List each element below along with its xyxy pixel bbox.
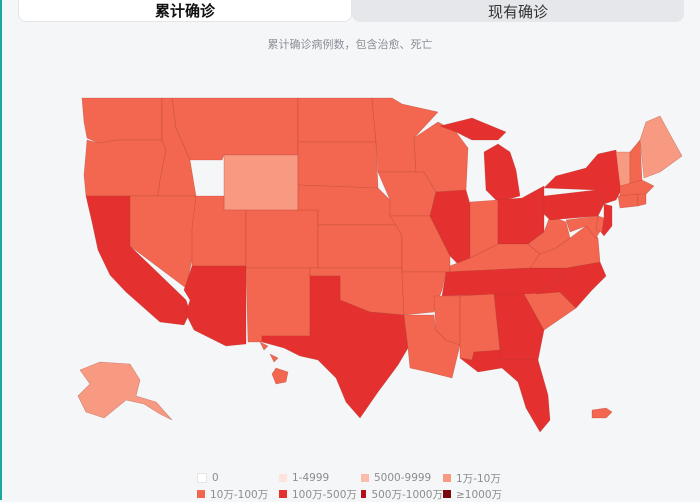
legend-item-1w-10w[interactable]: 1万-10万 xyxy=(443,470,525,486)
state-alaska[interactable] xyxy=(77,361,173,421)
state-colorado[interactable] xyxy=(245,209,319,269)
legend-swatch xyxy=(443,474,451,482)
state-west-virginia[interactable] xyxy=(527,215,571,255)
legend-swatch xyxy=(197,490,205,498)
legend-row: 0 1-4999 5000-9999 1万-10万 xyxy=(197,470,527,486)
legend-item-1-4999[interactable]: 1-4999 xyxy=(279,470,361,486)
state-north-carolina[interactable] xyxy=(535,261,607,309)
legend-item-100w-500w[interactable]: 100万-500万 xyxy=(279,486,361,502)
state-connecticut[interactable] xyxy=(617,193,639,209)
state-michigan[interactable] xyxy=(439,117,521,203)
legend-item-over-1000w[interactable]: ≥1000万 xyxy=(443,486,525,502)
legend-label: 1万-10万 xyxy=(456,472,501,485)
state-florida[interactable] xyxy=(459,349,551,433)
state-mississippi[interactable] xyxy=(433,295,461,346)
legend-label: 5000-9999 xyxy=(374,472,432,484)
state-pennsylvania[interactable] xyxy=(543,189,605,221)
legend-swatch xyxy=(361,490,367,498)
legend-label: 500万-1000万 xyxy=(371,488,443,501)
state-new-mexico[interactable] xyxy=(245,267,311,343)
state-montana[interactable] xyxy=(171,97,299,161)
state-oregon[interactable] xyxy=(83,139,167,197)
state-washington[interactable] xyxy=(81,97,163,144)
map-subtitle: 累计确诊病例数，包含治愈、死亡 xyxy=(267,38,433,51)
tab-bar: 累计确诊 现有确诊 xyxy=(18,0,684,22)
legend-swatch xyxy=(279,490,287,498)
state-delaware[interactable] xyxy=(595,215,605,233)
legend: 0 1-4999 5000-9999 1万-10万 10万-100万 100万-… xyxy=(197,470,527,502)
legend-item-5000-9999[interactable]: 5000-9999 xyxy=(361,470,443,486)
state-arizona[interactable] xyxy=(183,265,247,347)
legend-label: ≥1000万 xyxy=(456,488,503,501)
state-wyoming[interactable] xyxy=(223,154,299,211)
tab-cumulative-confirmed[interactable]: 累计确诊 xyxy=(18,0,352,22)
state-alabama[interactable] xyxy=(459,293,501,361)
state-south-dakota[interactable] xyxy=(297,141,379,189)
legend-swatch xyxy=(443,490,451,498)
legend-swatch xyxy=(197,473,207,483)
tab-current-confirmed[interactable]: 现有确诊 xyxy=(352,0,684,22)
state-rhode-island[interactable] xyxy=(637,193,647,207)
state-texas[interactable] xyxy=(261,275,409,419)
state-massachusetts[interactable] xyxy=(619,179,655,197)
legend-item-10w-100w[interactable]: 10万-100万 xyxy=(197,486,279,502)
legend-label: 0 xyxy=(212,472,219,484)
state-puerto-rico[interactable] xyxy=(591,407,613,419)
state-louisiana[interactable] xyxy=(403,314,461,379)
state-maine[interactable] xyxy=(639,115,683,179)
legend-label: 100万-500万 xyxy=(292,488,357,501)
state-hawaii[interactable] xyxy=(259,341,289,385)
legend-item-0[interactable]: 0 xyxy=(197,470,279,486)
legend-label: 1-4999 xyxy=(292,472,330,484)
legend-label: 10万-100万 xyxy=(210,488,269,501)
legend-swatch xyxy=(279,474,287,482)
legend-item-500w-1000w[interactable]: 500万-1000万 xyxy=(361,486,443,502)
legend-swatch xyxy=(361,474,369,482)
state-kansas[interactable] xyxy=(317,224,403,269)
legend-row: 10万-100万 100万-500万 500万-1000万 ≥1000万 xyxy=(197,486,527,502)
state-north-dakota[interactable] xyxy=(297,97,377,143)
state-new-hampshire[interactable] xyxy=(629,139,643,185)
left-accent-bar xyxy=(0,0,2,500)
